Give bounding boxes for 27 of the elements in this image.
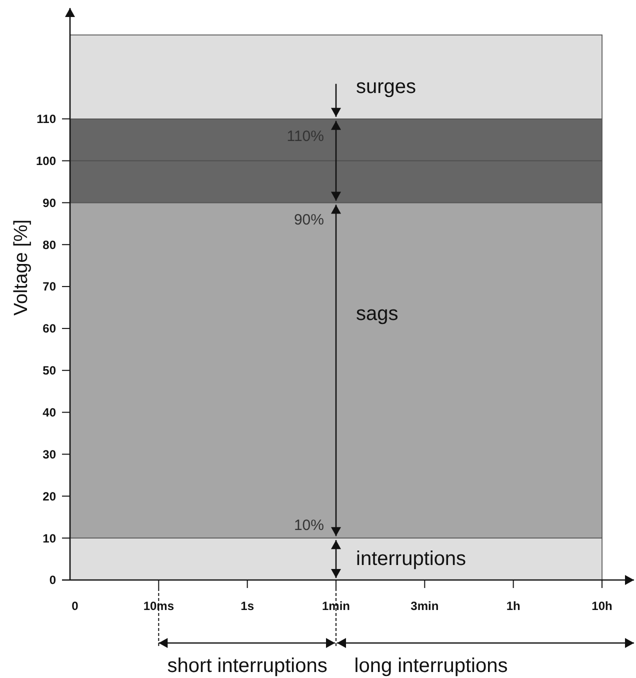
annotation: 10% xyxy=(294,517,324,534)
x-tick-label: 1min xyxy=(322,599,350,613)
x-tick-label: 1s xyxy=(240,599,254,613)
y-tick-label: 10 xyxy=(42,531,56,546)
x-tick-label: 10ms xyxy=(143,599,174,613)
y-axis-title: Voltage [%] xyxy=(11,219,32,316)
x-tick-label: 10h xyxy=(592,599,612,613)
x-tick-label: 1h xyxy=(506,599,520,613)
y-tick-label: 90 xyxy=(42,196,56,210)
text: short interruptions xyxy=(167,655,328,677)
x-tick-label: 3min xyxy=(410,599,439,613)
y-tick-label: 40 xyxy=(42,406,56,420)
y-tick-label: 100 xyxy=(36,154,56,168)
y-tick-label: 80 xyxy=(42,238,56,252)
series-label: sags xyxy=(356,303,398,326)
series-label: surges xyxy=(356,76,416,98)
y-tick-label: 20 xyxy=(42,489,56,504)
y-tick-label: 50 xyxy=(42,364,56,378)
y-tick-label: 60 xyxy=(42,322,56,336)
series-label: interruptions xyxy=(356,548,466,570)
x-tick-label: 0 xyxy=(72,599,79,613)
annotation: 90% xyxy=(294,212,324,229)
y-tick-label: 110 xyxy=(36,112,56,126)
y-tick-label: 70 xyxy=(42,280,56,294)
y-tick-label: 0 xyxy=(49,573,56,588)
text: long interruptions xyxy=(354,655,508,677)
y-tick-label: 30 xyxy=(42,447,56,462)
